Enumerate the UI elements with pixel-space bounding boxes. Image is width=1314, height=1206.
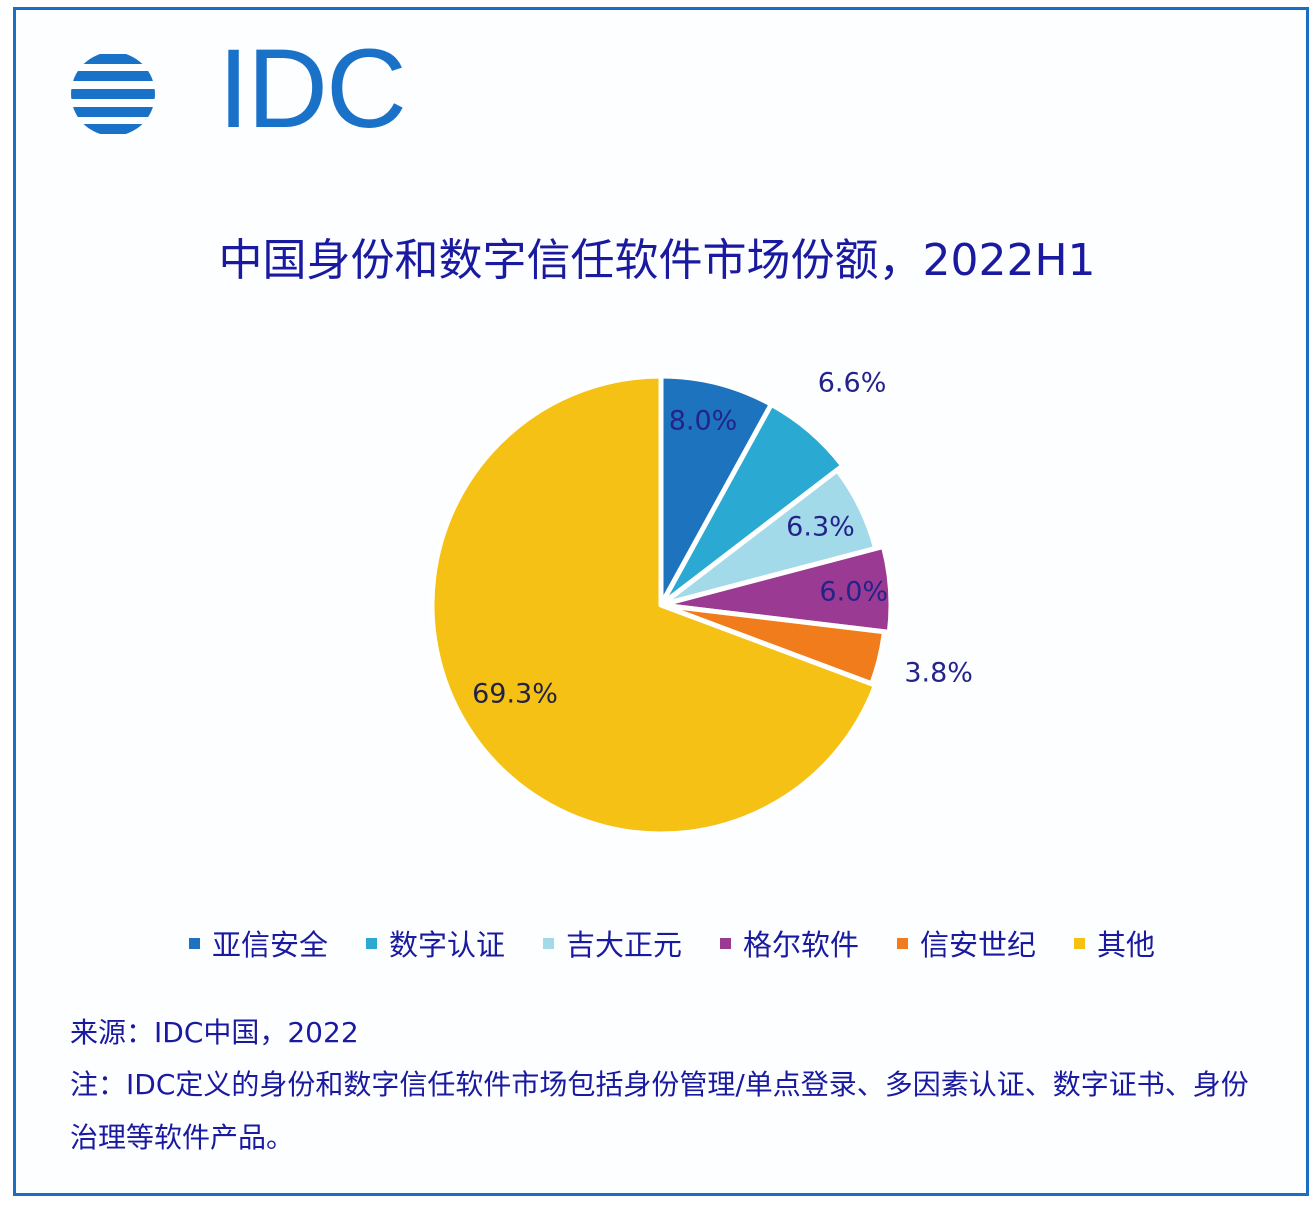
legend-label: 信安世纪 bbox=[920, 928, 1037, 962]
pie-slice bbox=[658, 373, 774, 608]
logo-text: IDC bbox=[218, 26, 407, 151]
legend-swatch-icon bbox=[365, 937, 377, 949]
slice-value-label: 6.6% bbox=[817, 367, 887, 399]
legend-label: 数字认证 bbox=[388, 928, 505, 962]
legend-label: 其他 bbox=[1097, 928, 1156, 962]
slice-value-label: 3.8% bbox=[904, 657, 973, 689]
legend: 亚信安全 数字认证 吉大正元 格尔软件 信安世纪 其他 bbox=[0, 922, 1314, 964]
idc-logo: IDC bbox=[68, 33, 407, 145]
slice-value-label: 6.0% bbox=[819, 576, 889, 608]
pie-slice bbox=[658, 401, 846, 608]
legend-label: 格尔软件 bbox=[743, 928, 860, 962]
note-text: 注：IDC定义的身份和数字信任软件市场包括身份管理/单点登录、多因素认证、数字证… bbox=[70, 1068, 1249, 1155]
source-text: 来源：IDC中国，2022 bbox=[70, 1016, 359, 1049]
slice-value-label: 6.3% bbox=[786, 511, 855, 543]
legend-item: 吉大正元 bbox=[542, 922, 682, 964]
legend-item: 亚信安全 bbox=[188, 922, 328, 964]
pie-slice bbox=[429, 373, 878, 837]
slice-value-label: 8.0% bbox=[668, 405, 738, 437]
slice-value-label: 69.3% bbox=[472, 678, 558, 710]
legend-swatch-icon bbox=[897, 937, 909, 949]
legend-item: 格尔软件 bbox=[720, 922, 859, 964]
legend-item: 信安世纪 bbox=[897, 922, 1036, 964]
legend-swatch-icon bbox=[720, 937, 731, 949]
legend-swatch-icon bbox=[188, 937, 200, 949]
legend-label: 亚信安全 bbox=[211, 928, 328, 962]
legend-swatch-icon bbox=[542, 937, 554, 949]
legend-label: 吉大正元 bbox=[565, 928, 682, 962]
legend-item: 数字认证 bbox=[365, 922, 505, 964]
globe-stripes-icon bbox=[71, 54, 155, 134]
legend-item: 其他 bbox=[1074, 922, 1155, 964]
legend-swatch-icon bbox=[1074, 937, 1086, 949]
chart-title: 中国身份和数字信任软件市场份额，2022H1 bbox=[218, 235, 1096, 286]
